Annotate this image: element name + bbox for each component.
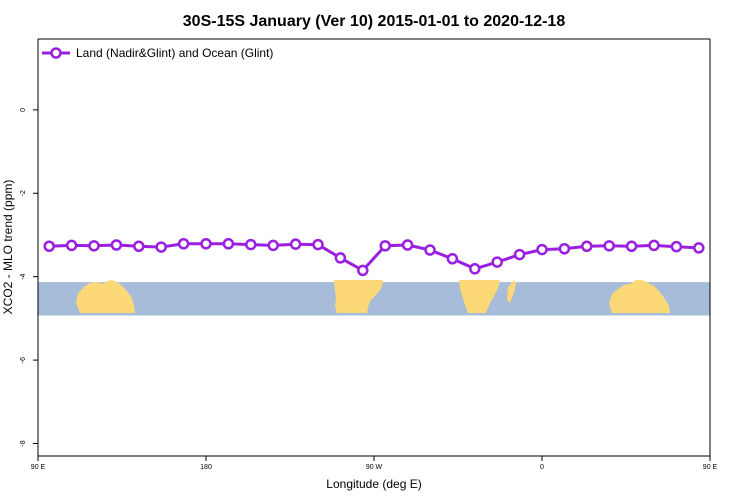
chart-title: 30S-15S January (Ver 10) 2015-01-01 to 2… [183,13,566,30]
data-point [558,243,571,255]
legend: Land (Nadir&Glint) and Ocean (Glint) [42,46,273,60]
landmass-africa [459,280,516,313]
data-point [222,237,235,250]
data-point [110,239,123,251]
data-point [424,244,436,256]
data-point [648,239,660,252]
data-point [65,239,78,252]
y-tick-label: -2 [20,190,27,196]
data-point [357,264,369,277]
data-point [200,237,212,250]
legend-marker [50,47,62,59]
y-tick-label: 0 [20,108,27,112]
data-point [469,263,481,275]
series-layer [43,237,705,277]
landmass-australia-east [609,280,670,313]
data-point [43,240,55,252]
y-axis-label: XCO2 - MLO trend (ppm) [1,180,15,315]
data-point [379,240,391,252]
data-point [245,238,257,251]
map-strip [38,280,710,316]
data-point [670,240,683,253]
data-point [491,256,503,268]
x-axis-ticks: 90 E 180 90 W 0 90 E [31,456,718,471]
data-point [401,239,414,251]
x-tick-label: 90 E [703,464,718,471]
data-point [513,248,526,261]
x-tick-label: 90 E [31,464,46,471]
x-axis-label: Longitude (deg E) [326,477,421,491]
x-tick-label: 90 W [366,464,383,471]
y-tick-label: -6 [20,357,27,363]
data-point [88,240,100,252]
data-point [133,240,145,252]
data-point [446,253,459,265]
landmass-australia-west [76,280,135,313]
data-point [155,241,167,253]
y-tick-label: -4 [20,273,27,279]
series-line [49,242,699,272]
data-point [536,243,548,256]
data-point [334,252,347,264]
data-point [603,240,615,252]
x-tick-label: 180 [200,464,212,471]
legend-label: Land (Nadir&Glint) and Ocean (Glint) [76,46,273,60]
data-point [267,239,279,252]
y-tick-label: -8 [20,440,27,446]
data-point [289,238,302,250]
y-axis-ticks: 0 -2 -4 -6 -8 [20,108,38,447]
data-point [177,237,190,250]
data-point [312,238,324,251]
landmass-south-america [334,280,383,313]
data-point [625,240,638,252]
x-tick-label: 0 [540,464,544,471]
data-point [693,242,705,254]
data-point [581,240,593,252]
